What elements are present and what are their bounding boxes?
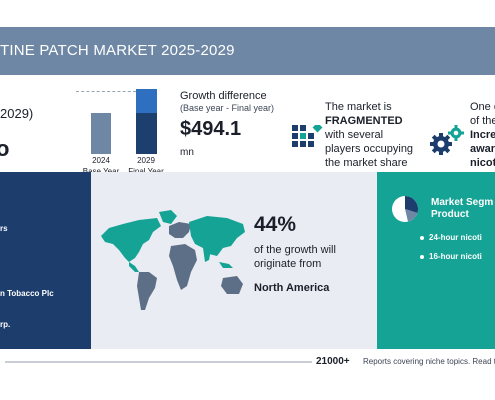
growth-region: North America (254, 282, 330, 294)
market-driver-statement: One o of the Incre awar nicot (470, 100, 495, 170)
report-count: 21000+ (316, 356, 350, 367)
fragmented-grid-icon (292, 125, 323, 147)
growth-share-percent: 44% (254, 213, 297, 236)
cagr-label: 2029) (0, 106, 34, 121)
segmentation-title-line-2: Product (431, 209, 469, 220)
world-map-icon (101, 210, 245, 310)
final-year-caption: Final Year (126, 167, 166, 176)
fragmentation-line-5: the market share (325, 157, 408, 169)
page-title: TINE PATCH MARKET 2025-2029 (0, 42, 235, 59)
bullet-icon (420, 235, 424, 240)
segment-label: 16-hour nicoti (429, 252, 482, 261)
driver-line-2: of the (470, 115, 495, 127)
segment-item: 16-hour nicoti (420, 252, 482, 261)
driver-line-1: One o (470, 101, 495, 113)
growth-subtitle: (Base year - Final year) (180, 103, 275, 113)
segment-label: 24-hour nicoti (429, 233, 482, 242)
growth-share-text: of the growth will originate from (254, 244, 336, 270)
driver-line-4: awar (470, 143, 495, 155)
title-banner: TINE PATCH MARKET 2025-2029 (0, 27, 495, 75)
bullet-icon (420, 254, 424, 259)
segmentation-title: Market Segm Product (431, 197, 493, 221)
fragmentation-highlight: FRAGMENTED (325, 115, 403, 127)
fragmentation-line-4: players occupying (325, 143, 414, 155)
pie-chart-icon (392, 195, 419, 222)
geography-panel (91, 172, 377, 349)
base-year-bar (91, 113, 111, 154)
base-year-caption: Base Year (81, 167, 121, 176)
gears-icon (430, 125, 464, 155)
vendor-item: rp. (0, 320, 11, 329)
final-year-label: 2029 (137, 156, 155, 165)
base-year-label: 2024 (92, 156, 110, 165)
segment-item: 24-hour nicoti (420, 233, 482, 242)
driver-line-3: Incre (470, 129, 495, 141)
final-year-bar (136, 113, 157, 154)
vendor-item: n Tobacco Plc (0, 289, 54, 298)
final-year-bar-increment (136, 89, 157, 113)
driver-line-5: nicot (470, 157, 495, 169)
cagr-value: o (0, 136, 10, 161)
growth-value: $494.1 (180, 118, 242, 140)
segmentation-title-line-1: Market Segm (431, 197, 494, 208)
footer-divider (5, 361, 312, 363)
fragmentation-line-1: The market is (325, 101, 392, 113)
vendors-panel: rs n Tobacco Plc rp. (0, 172, 91, 349)
fragmentation-statement: The market is FRAGMENTED with several pl… (325, 100, 435, 170)
report-count-text: Reports covering niche topics. Read t (363, 357, 495, 366)
growth-dashed-line (76, 91, 136, 92)
growth-title: Growth difference (180, 90, 267, 102)
fragmentation-line-3: with several (325, 129, 384, 141)
growth-unit: mn (180, 147, 194, 158)
vendors-heading: rs (0, 224, 8, 233)
